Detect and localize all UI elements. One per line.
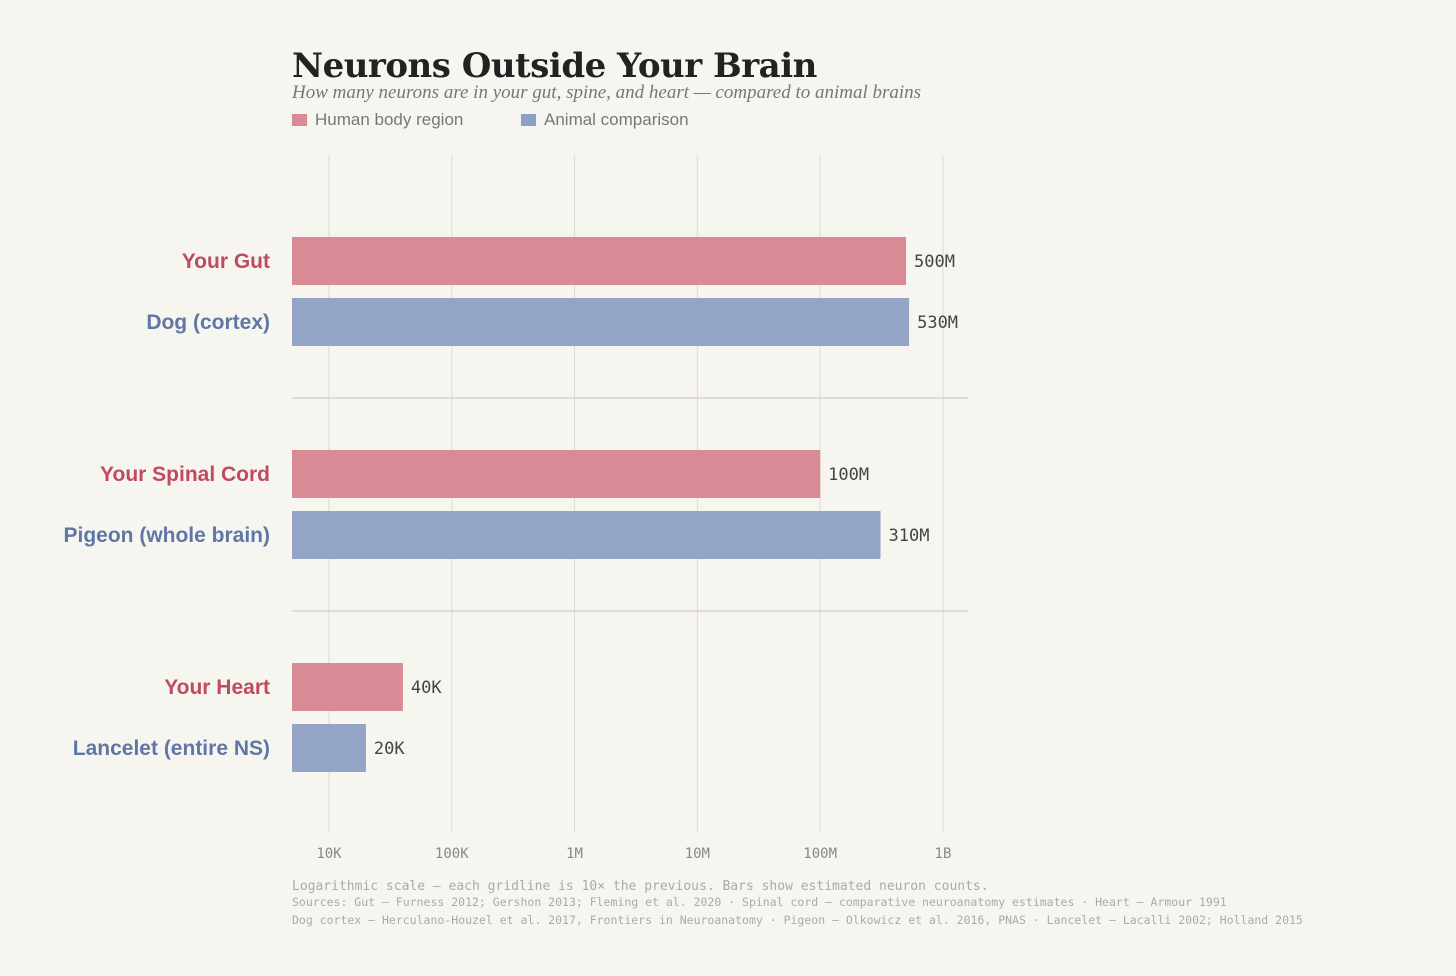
legend-swatch-animal [521, 114, 536, 126]
legend-label-animal: Animal comparison [544, 110, 689, 129]
bar-chart: 10K 100K 1M 10M 100M 1B Your Gut 500M Dog (corte… [63, 155, 968, 862]
category-label: Your Heart [164, 676, 270, 699]
x-tick-label: 10K [316, 846, 342, 862]
legend: Human body region Animal comparison [292, 110, 772, 132]
bar [292, 663, 403, 711]
legend-item-human: Human body region [292, 110, 463, 130]
data-label: 100M [828, 465, 869, 485]
data-label: 530M [917, 313, 958, 333]
category-label: Your Spinal Cord [100, 463, 270, 486]
bar [292, 298, 910, 346]
chart-subtitle: How many neurons are in your gut, spine,… [292, 82, 922, 103]
x-tick-label: 1B [935, 846, 952, 862]
bar [292, 724, 366, 772]
category-label: Lancelet (entire NS) [73, 737, 270, 760]
sources-line-1: Sources: Gut — Furness 2012; Gershon 201… [292, 895, 1227, 909]
data-label: 500M [914, 252, 955, 272]
scale-note: Logarithmic scale — each gridline is 10×… [292, 879, 989, 894]
chart-title: Neurons Outside Your Brain [292, 46, 817, 86]
data-label: 40K [411, 678, 442, 698]
x-tick-label: 10M [685, 846, 710, 862]
sources-line-2: Dog cortex — Herculano-Houzel et al. 201… [292, 913, 1303, 927]
category-label: Dog (cortex) [146, 311, 270, 334]
x-tick-label: 1M [566, 846, 583, 862]
bar [292, 237, 906, 285]
legend-label-human: Human body region [315, 110, 464, 129]
legend-swatch-human [292, 114, 307, 126]
category-label: Your Gut [182, 250, 270, 273]
category-label: Pigeon (whole brain) [63, 524, 270, 547]
data-label: 310M [889, 526, 930, 546]
bar [292, 511, 881, 559]
x-tick-label: 100M [803, 846, 837, 862]
legend-item-animal: Animal comparison [521, 110, 689, 130]
data-label: 20K [374, 739, 405, 759]
x-tick-label: 100K [435, 846, 469, 862]
bar [292, 450, 821, 498]
